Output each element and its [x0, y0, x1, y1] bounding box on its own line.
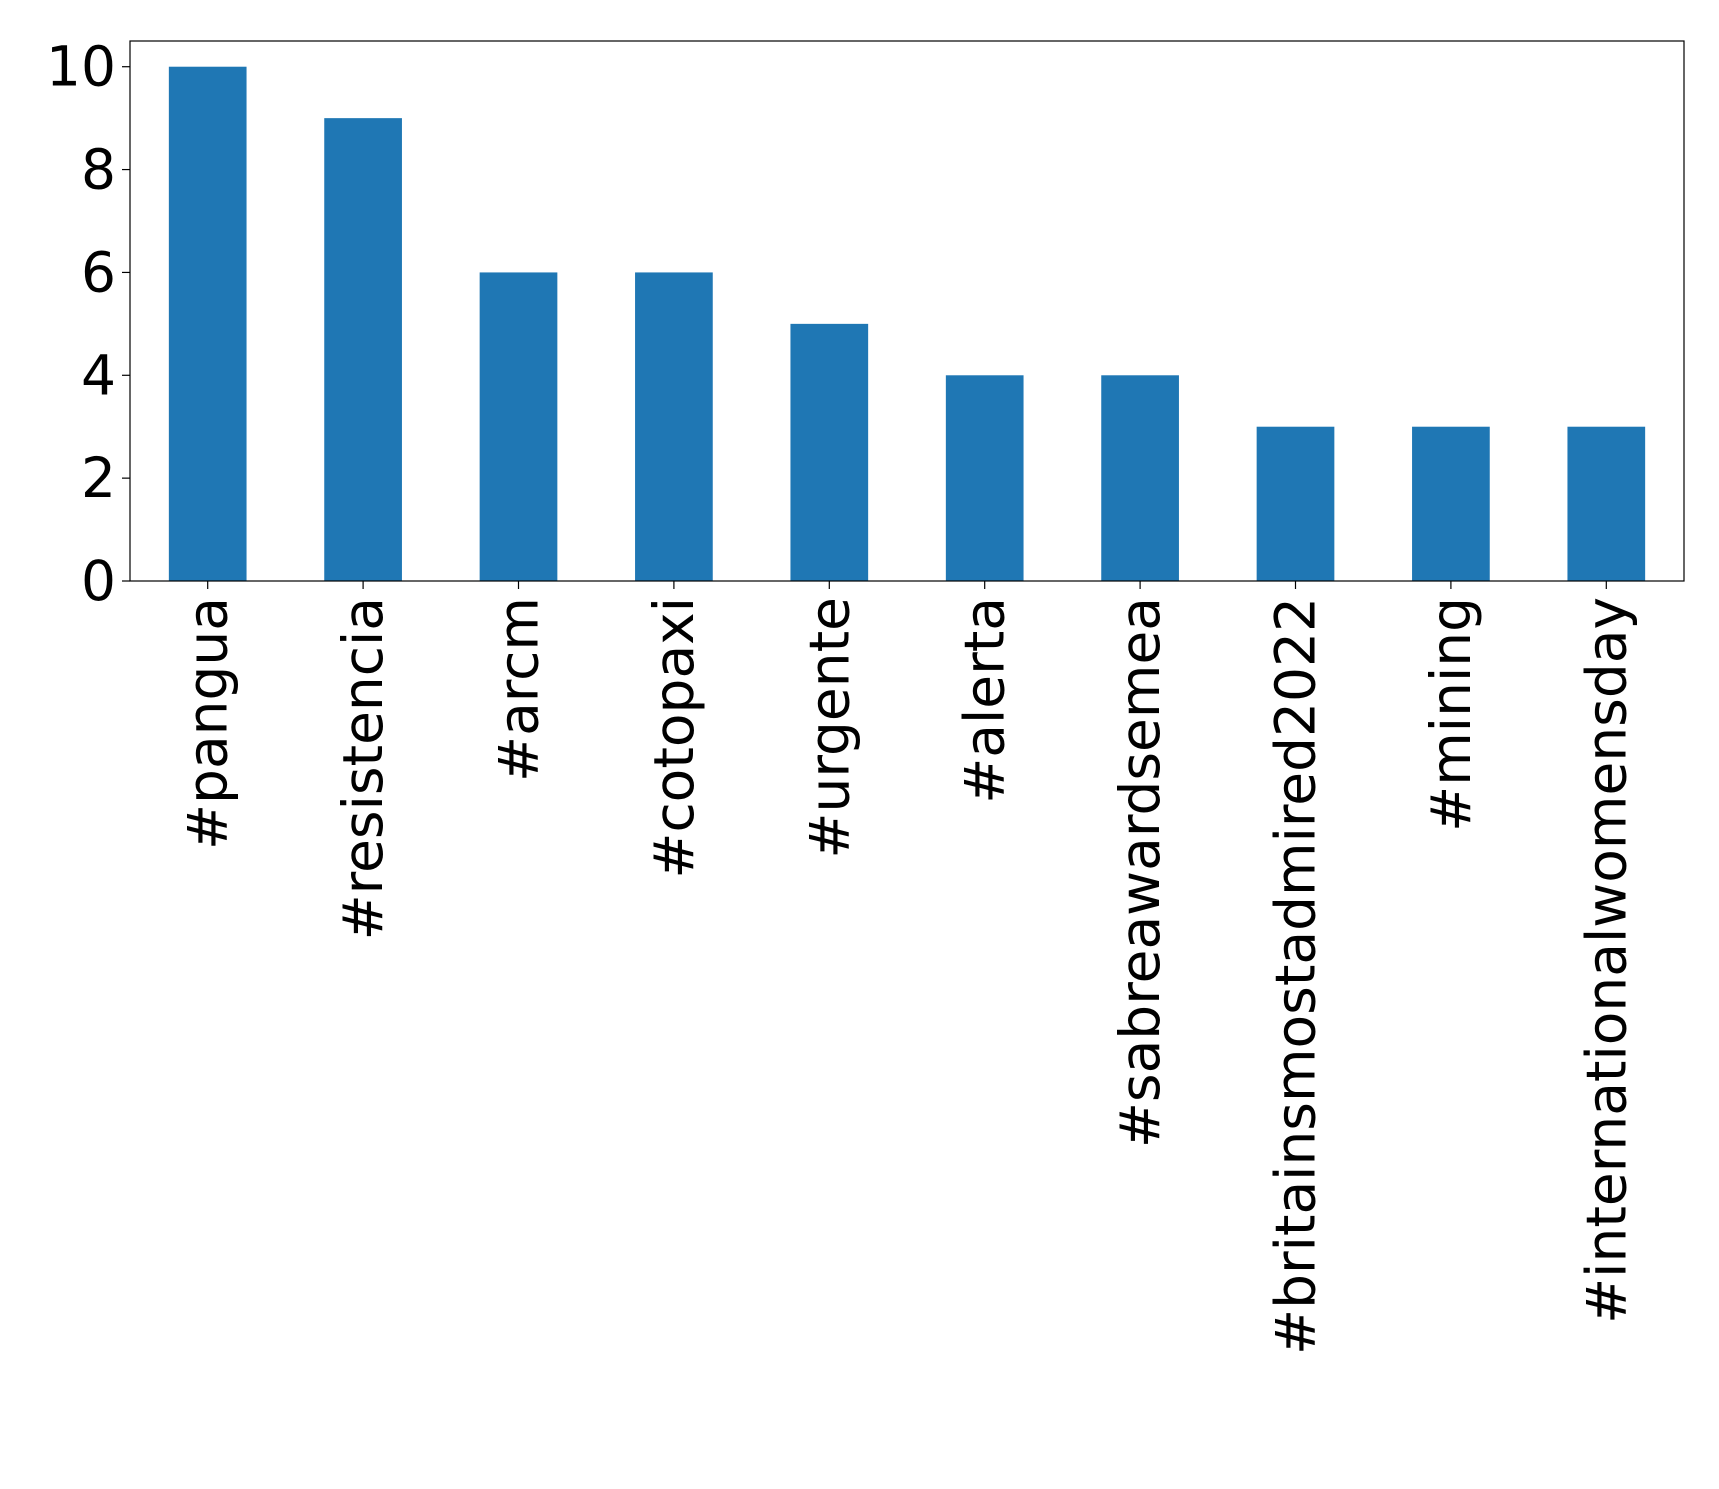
x-tick-label: #mining: [1419, 597, 1483, 832]
x-tick-label: #cotopaxi: [642, 597, 706, 879]
y-tick-label: 6: [81, 240, 116, 304]
bar: [1567, 426, 1646, 581]
x-tick-label: #sabreawardsemea: [1108, 597, 1172, 1148]
x-tick-label: #urgente: [797, 597, 861, 859]
bar: [635, 272, 713, 581]
x-tick-label: #arcm: [487, 597, 551, 782]
plot-frame: [129, 40, 1685, 582]
bar: [1412, 426, 1490, 581]
bar: [1256, 426, 1335, 581]
y-tick-label: 0: [81, 549, 116, 613]
bar: [1101, 375, 1179, 581]
x-tick-label: #pangua: [176, 597, 240, 850]
y-tick-label: 8: [81, 138, 116, 202]
y-tick-label: 10: [46, 35, 116, 99]
x-tick-label: #alerta: [953, 597, 1017, 804]
y-tick-label: 4: [81, 343, 116, 407]
x-tick-label: #internationalwomensday: [1574, 597, 1638, 1324]
bar: [324, 118, 402, 582]
bar: [479, 272, 558, 581]
bar: [790, 323, 869, 581]
x-tick-label: #resistencia: [331, 597, 395, 940]
y-tick-label: 2: [81, 446, 116, 510]
bar: [945, 375, 1024, 581]
bar: [168, 66, 247, 581]
x-tick-label: #britainsmostadmired2022: [1264, 597, 1328, 1355]
